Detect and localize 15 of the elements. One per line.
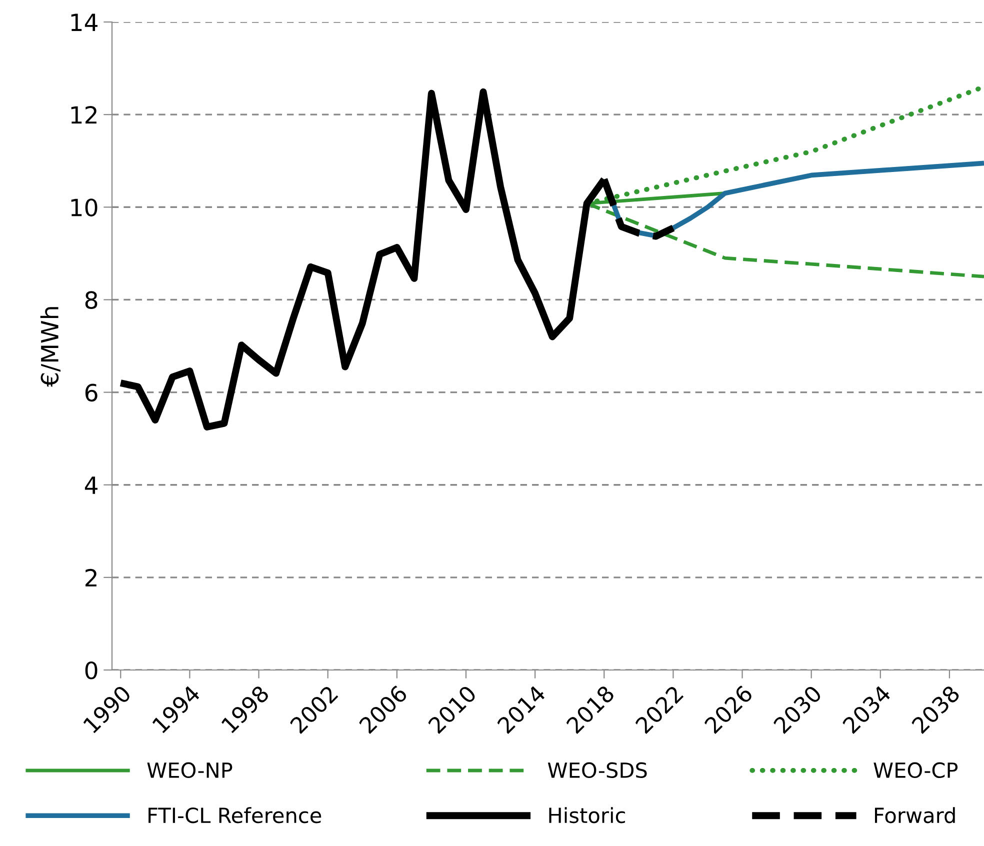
y-tick-label: 4 [84,476,98,494]
y-tick-label: 0 [85,661,98,680]
legend-label: Historic [549,807,625,824]
y-tick-label: 2 [86,568,96,586]
legend-label: WEO-SDS [548,762,647,778]
legend-label: WEO-NP [147,762,232,778]
legend-label: Forward [874,807,955,824]
y-tick-label: 14 [71,14,98,31]
y-tick-label: 8 [85,291,98,310]
y-tick-label: 12 [71,106,96,124]
y-axis-title: €/MWh [40,307,60,387]
y-tick-label: 6 [85,384,98,402]
legend-label: WEO-CP [874,762,958,778]
legend-label: FTI-CL Reference [148,807,322,824]
y-tick-label: 10 [71,198,98,216]
